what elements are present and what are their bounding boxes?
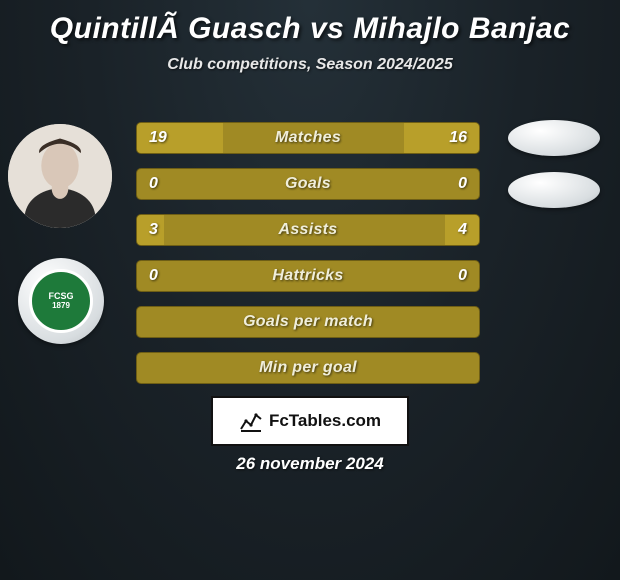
stat-value-left: 0 [149, 175, 158, 193]
stat-value-left: 0 [149, 267, 158, 285]
stat-row-matches: 19 16 Matches [136, 122, 480, 154]
stat-label: Matches [275, 129, 341, 147]
stat-row-min-per-goal: Min per goal [136, 352, 480, 384]
stat-row-goals-per-match: Goals per match [136, 306, 480, 338]
bar-fill-right [404, 123, 479, 153]
chart-icon [239, 409, 263, 433]
page-subtitle: Club competitions, Season 2024/2025 [0, 56, 620, 74]
player1-avatar [8, 124, 112, 228]
stat-value-right: 0 [458, 267, 467, 285]
badge-year: 1879 [52, 302, 70, 310]
player2-club-placeholder [508, 172, 600, 208]
page-title: QuintillÃ Guasch vs Mihajlo Banjac [0, 0, 620, 46]
stat-label: Min per goal [259, 359, 357, 377]
avatar-placeholder-icon [8, 124, 112, 228]
stat-label: Goals [285, 175, 331, 193]
badge-text: FCSG [48, 292, 73, 301]
stat-row-hattricks: 0 0 Hattricks [136, 260, 480, 292]
comparison-bars: 19 16 Matches 0 0 Goals 3 4 Assists 0 0 Hattricks Go… [136, 122, 480, 398]
fctables-label: FcTables.com [269, 411, 381, 431]
stat-label: Assists [278, 221, 337, 239]
stat-label: Goals per match [243, 313, 373, 331]
stat-value-right: 4 [458, 221, 467, 239]
fctables-watermark: FcTables.com [211, 396, 409, 446]
stat-value-right: 0 [458, 175, 467, 193]
stat-label: Hattricks [272, 267, 343, 285]
stat-value-left: 3 [149, 221, 158, 239]
player2-avatar-placeholder [508, 120, 600, 156]
stat-row-assists: 3 4 Assists [136, 214, 480, 246]
stat-row-goals: 0 0 Goals [136, 168, 480, 200]
stat-value-right: 16 [449, 129, 467, 147]
player1-club-badge: FCSG 1879 [18, 258, 104, 344]
footer-date: 26 november 2024 [0, 454, 620, 474]
stat-value-left: 19 [149, 129, 167, 147]
